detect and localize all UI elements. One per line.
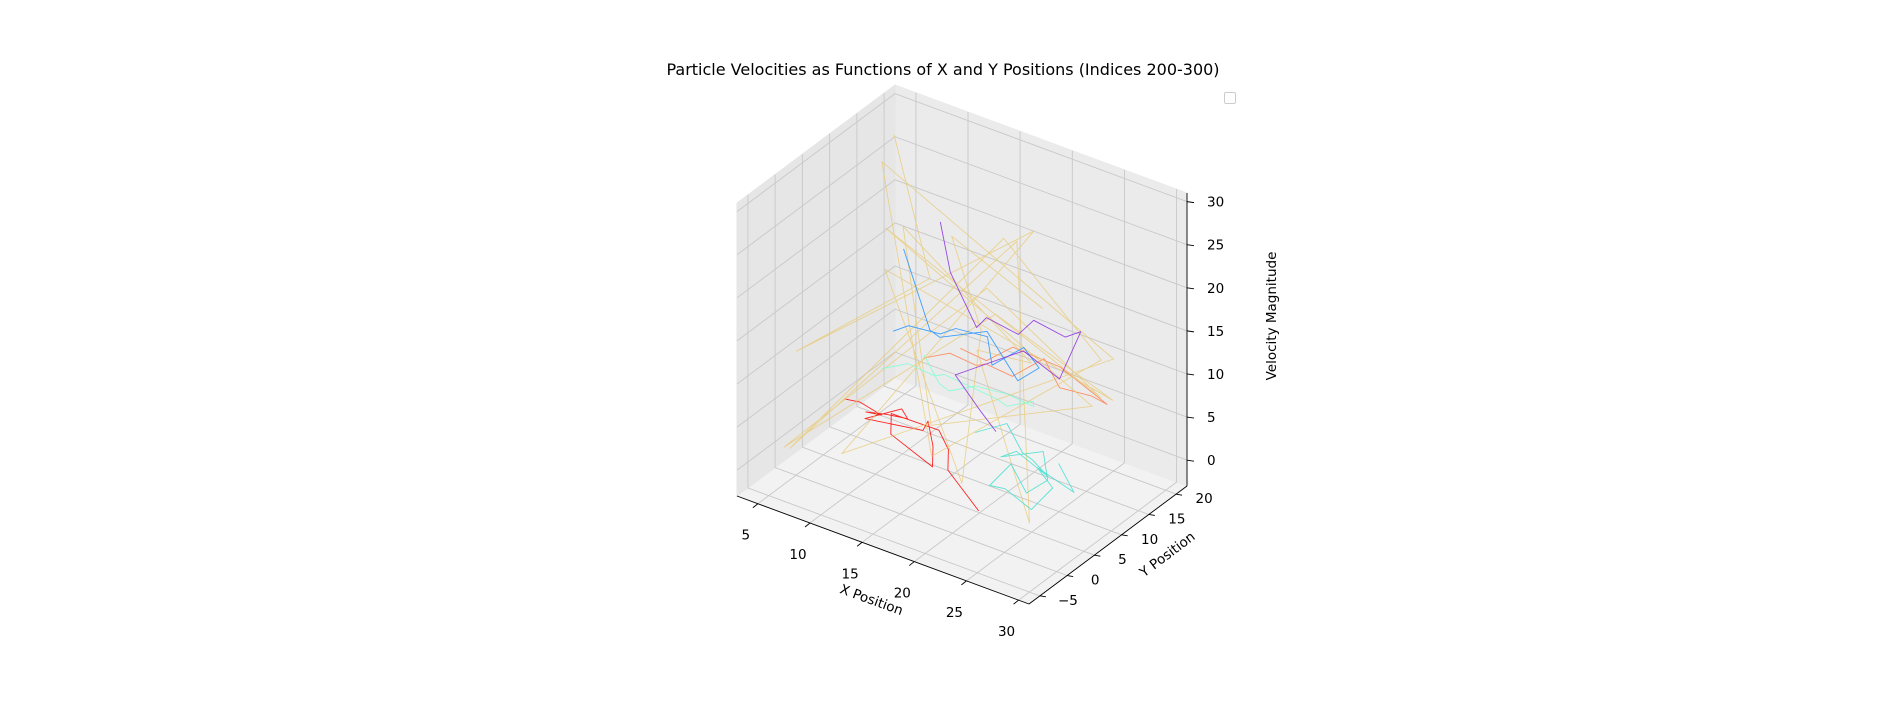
- x-tick-label: 5: [742, 528, 751, 544]
- y-tick: [1067, 575, 1074, 577]
- z-tick-label: 30: [1207, 195, 1224, 211]
- y-grid-line: [747, 194, 1041, 597]
- y-grid-line: [829, 133, 1122, 536]
- y-tick: [1121, 534, 1128, 537]
- x-tick: [804, 522, 811, 528]
- chart-title: Particle Velocities as Functions of X an…: [666, 60, 1220, 79]
- z-tick: [1186, 459, 1195, 462]
- series-line-5: [881, 354, 1035, 407]
- z-grid-line: [736, 179, 1188, 299]
- x-grid-line: [861, 131, 1021, 543]
- z-tick-label: 25: [1207, 238, 1224, 254]
- x-axis-line: [736, 495, 1030, 605]
- z-grid-line: [736, 265, 1188, 385]
- side-pane: [736, 84, 896, 497]
- z-tick-label: 10: [1207, 367, 1224, 383]
- z-tick: [1186, 201, 1195, 204]
- z-tick-label: 20: [1207, 281, 1224, 297]
- x-grid-line: [966, 169, 1125, 582]
- z-tick-label: 15: [1207, 324, 1224, 340]
- x-grid-line: [914, 150, 1073, 562]
- x-tick: [961, 580, 967, 586]
- x-tick-label: 10: [789, 547, 806, 563]
- y-tick-label: 20: [1196, 491, 1213, 507]
- z-tick-label: 0: [1207, 453, 1216, 469]
- z-tick: [1186, 416, 1195, 419]
- series-line-6: [892, 248, 1040, 382]
- x-tick-label: 20: [894, 586, 911, 602]
- x-grid-line: [1018, 189, 1178, 601]
- x-tick: [856, 541, 863, 547]
- grid-lines: [736, 92, 1188, 601]
- z-tick-label: 5: [1207, 410, 1216, 426]
- series-line-3: [783, 134, 1114, 524]
- z-tick: [1186, 373, 1195, 376]
- y-grid-line: [883, 93, 1177, 495]
- y-grid-line: [856, 113, 1150, 515]
- x-tick-label: 15: [842, 566, 859, 582]
- z-grid-line: [736, 93, 1188, 212]
- series-line-4: [975, 423, 1075, 511]
- y-tick-label: 10: [1141, 532, 1158, 548]
- z-grid-line: [736, 308, 1188, 428]
- y-tick-label: 0: [1091, 573, 1100, 589]
- series-line-7: [939, 221, 1082, 432]
- y-tick: [1094, 554, 1101, 557]
- z-axis-label: Velocity Magnitude: [1264, 252, 1280, 381]
- x-tick-label: 25: [946, 605, 963, 621]
- y-tick-label: 15: [1168, 511, 1185, 527]
- x-grid-line: [809, 112, 969, 524]
- z-grid-line: [736, 222, 1188, 342]
- y-grid-line: [774, 174, 1068, 576]
- y-grid-line: [801, 154, 1095, 556]
- y-tick-label: −5: [1058, 593, 1078, 609]
- series-line-1: [844, 398, 980, 512]
- x-tick: [752, 503, 759, 509]
- series-line-2: [923, 346, 1108, 405]
- x-tick-label: 30: [998, 624, 1015, 640]
- z-tick: [1186, 330, 1195, 333]
- x-tick: [1013, 599, 1019, 605]
- y-axis-line: [1028, 485, 1188, 605]
- y-tick: [1148, 514, 1155, 516]
- z-tick: [1186, 244, 1195, 247]
- series-layer: [783, 134, 1114, 524]
- z-tick: [1186, 287, 1195, 290]
- y-tick: [1176, 493, 1183, 496]
- y-tick: [1039, 595, 1046, 598]
- legend: [1224, 92, 1236, 104]
- y-tick-label: 5: [1118, 552, 1127, 568]
- x-tick: [909, 561, 915, 566]
